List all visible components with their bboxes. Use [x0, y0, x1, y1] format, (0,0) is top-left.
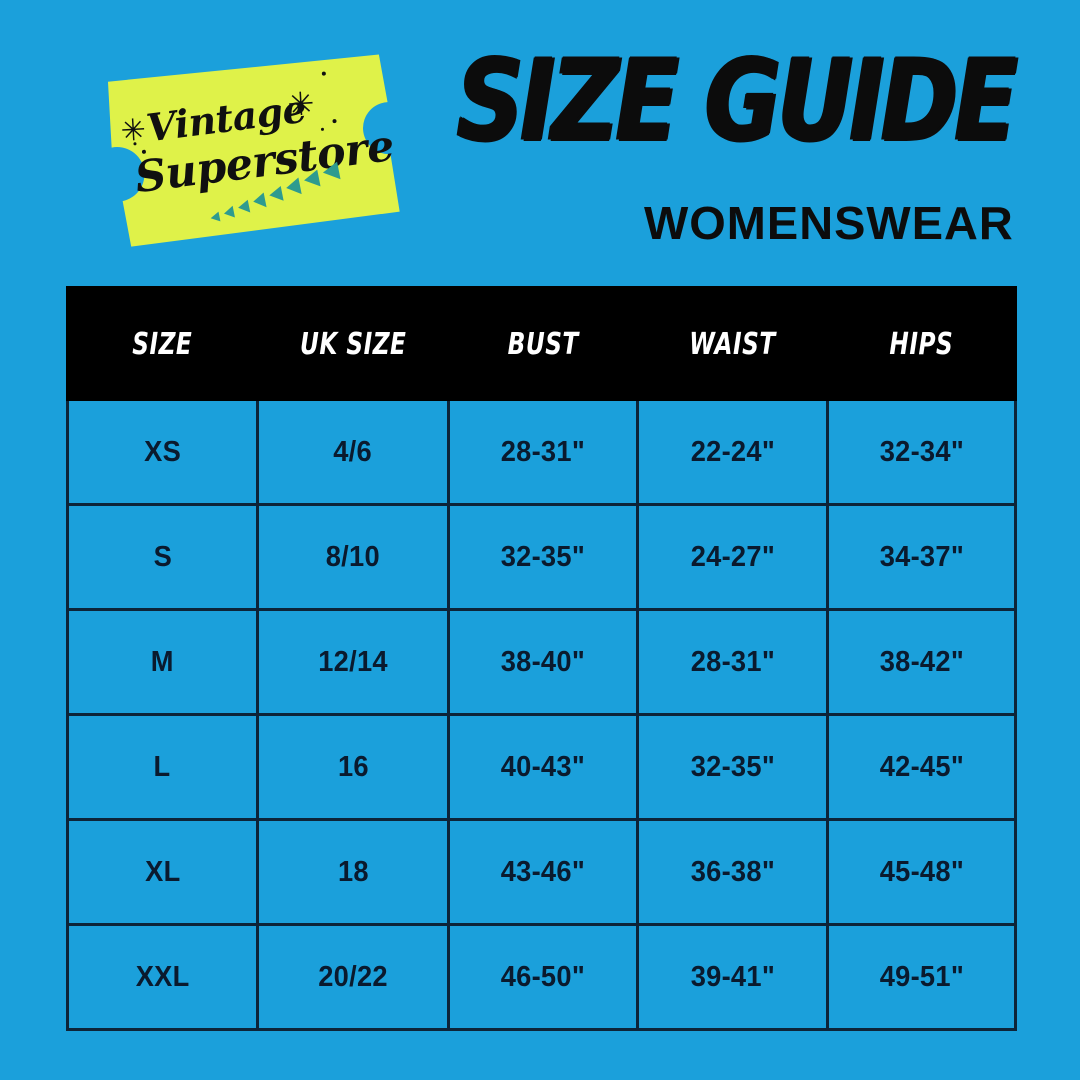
- cell-uk: 8/10: [256, 503, 450, 611]
- dot-deco: [321, 71, 326, 76]
- cell-value: 32-35": [500, 540, 586, 573]
- column-header-bust: BUST: [447, 286, 639, 401]
- cell-bust: 32-35": [447, 503, 639, 611]
- cell-value: 18: [337, 855, 369, 888]
- cell-value: 38-40": [500, 645, 586, 678]
- table-row: XL 18 43-46" 36-38" 45-48": [66, 818, 1017, 926]
- cell-hips: 42-45": [826, 713, 1017, 821]
- cell-value: 38-42": [879, 645, 964, 678]
- page-subtitle: WOMENSWEAR: [644, 197, 1014, 249]
- cell-bust: 28-31": [447, 398, 639, 506]
- cell-waist: 32-35": [636, 713, 829, 821]
- cell-value: L: [154, 750, 171, 783]
- cell-hips: 34-37": [826, 503, 1017, 611]
- column-header-size: SIZE: [66, 286, 259, 401]
- cell-value: 24-27": [690, 540, 775, 573]
- cell-value: 12/14: [318, 645, 388, 678]
- cell-size: L: [66, 713, 259, 821]
- table-header-row: SIZE UK SIZE BUST WAIST HIPS: [66, 286, 1017, 401]
- cell-value: 20/22: [318, 960, 388, 993]
- cell-size: XL: [66, 818, 259, 926]
- brand-logo-badge: ✳ ✳ Vintage Superstore: [85, 43, 411, 256]
- cell-value: 28-31": [500, 435, 586, 468]
- cell-bust: 38-40": [447, 608, 639, 716]
- cell-size: S: [66, 503, 259, 611]
- cell-hips: 38-42": [826, 608, 1017, 716]
- cell-value: 32-34": [879, 435, 964, 468]
- cell-value: S: [153, 540, 172, 573]
- cell-value: XL: [144, 855, 181, 888]
- cell-value: 36-38": [690, 855, 775, 888]
- column-header-hips: HIPS: [826, 286, 1017, 401]
- cell-value: 39-41": [690, 960, 775, 993]
- cell-value: 46-50": [500, 960, 586, 993]
- page-title: SIZE GUIDE: [456, 35, 1017, 166]
- column-header-label: WAIST: [689, 325, 776, 362]
- column-header-label: HIPS: [889, 325, 954, 362]
- cell-value: 32-35": [690, 750, 775, 783]
- column-header-label: SIZE: [132, 325, 193, 362]
- cell-value: XS: [144, 435, 181, 468]
- cell-waist: 39-41": [636, 923, 829, 1031]
- cell-value: 49-51": [879, 960, 964, 993]
- cell-waist: 24-27": [636, 503, 829, 611]
- table-row: M 12/14 38-40" 28-31" 38-42": [66, 608, 1017, 716]
- column-header-label: UK SIZE: [299, 325, 407, 362]
- cell-size: XS: [66, 398, 259, 506]
- table-row: XS 4/6 28-31" 22-24" 32-34": [66, 398, 1017, 506]
- cell-value: 43-46": [500, 855, 586, 888]
- cell-uk: 12/14: [256, 608, 450, 716]
- table-row: XXL 20/22 46-50" 39-41" 49-51": [66, 923, 1017, 1031]
- cell-value: 28-31": [690, 645, 775, 678]
- table-row: S 8/10 32-35" 24-27" 34-37": [66, 503, 1017, 611]
- logo-text-wrap: ✳ ✳ Vintage Superstore: [85, 43, 411, 256]
- cell-hips: 32-34": [826, 398, 1017, 506]
- cell-size: M: [66, 608, 259, 716]
- cell-uk: 18: [256, 818, 450, 926]
- cell-value: 4/6: [333, 435, 373, 468]
- cell-waist: 28-31": [636, 608, 829, 716]
- cell-value: 42-45": [879, 750, 964, 783]
- table-row: L 16 40-43" 32-35" 42-45": [66, 713, 1017, 821]
- cell-value: 45-48": [879, 855, 964, 888]
- cell-size: XXL: [66, 923, 259, 1031]
- cell-value: XXL: [135, 960, 190, 993]
- cell-uk: 4/6: [256, 398, 450, 506]
- column-header-label: BUST: [507, 325, 579, 362]
- cell-bust: 40-43": [447, 713, 639, 821]
- dot-deco: [332, 119, 337, 124]
- cell-uk: 20/22: [256, 923, 450, 1031]
- cell-value: 40-43": [500, 750, 586, 783]
- cell-value: M: [150, 645, 175, 678]
- cell-uk: 16: [256, 713, 450, 821]
- page-header: ✳ ✳ Vintage Superstore SIZE GUIDE WOME: [0, 0, 1080, 286]
- cell-hips: 45-48": [826, 818, 1017, 926]
- cell-waist: 36-38": [636, 818, 829, 926]
- cell-value: 22-24": [690, 435, 775, 468]
- cell-value: 34-37": [879, 540, 964, 573]
- cell-hips: 49-51": [826, 923, 1017, 1031]
- cell-bust: 43-46": [447, 818, 639, 926]
- cell-value: 8/10: [325, 540, 381, 573]
- badge-shape: [107, 54, 400, 247]
- column-header-uk-size: UK SIZE: [256, 286, 450, 401]
- cell-bust: 46-50": [447, 923, 639, 1031]
- size-chart-table: SIZE UK SIZE BUST WAIST HIPS XS 4/6 28-3…: [66, 286, 1017, 1031]
- cell-waist: 22-24": [636, 398, 829, 506]
- chevron-arrow-icon-row: [210, 161, 341, 222]
- title-block: SIZE GUIDE WOMENSWEAR: [439, 39, 1017, 248]
- cell-value: 16: [337, 750, 369, 783]
- column-header-waist: WAIST: [636, 286, 829, 401]
